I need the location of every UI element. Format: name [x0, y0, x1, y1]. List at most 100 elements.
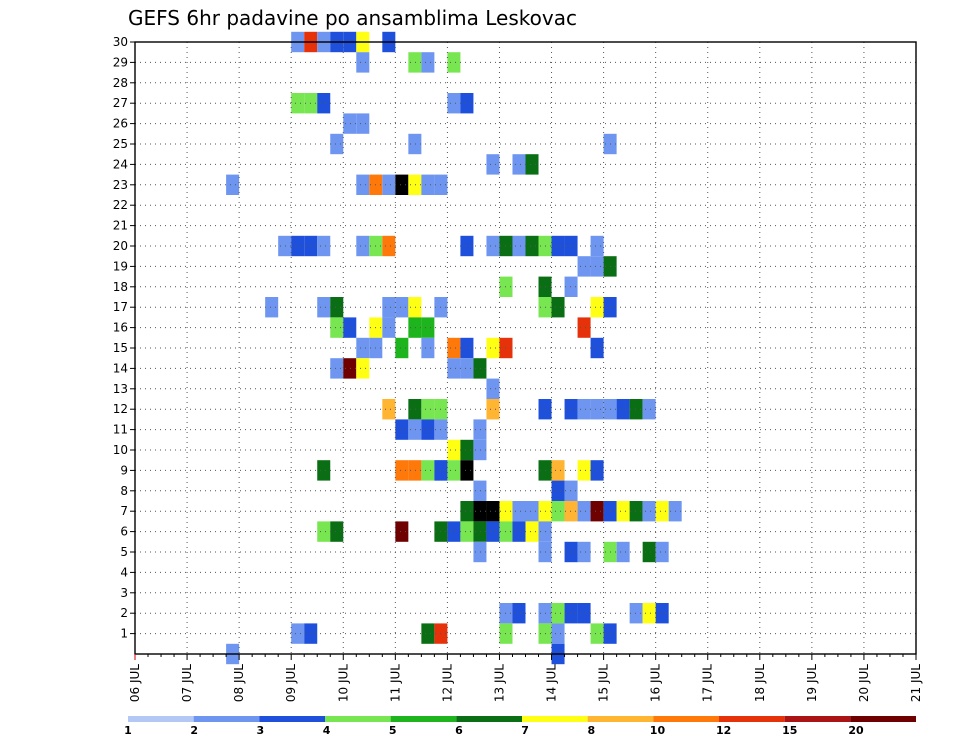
precip-cell: [291, 235, 305, 257]
precip-cell: [395, 337, 409, 359]
precip-cell: [460, 235, 474, 257]
colorbar-swatch: [325, 716, 391, 722]
precip-cell: [486, 521, 500, 542]
x-tick-label: 10 JUL: [336, 664, 350, 702]
precip-cell: [473, 501, 487, 522]
y-tick-label: 9: [120, 463, 128, 477]
colorbar-label: 10: [650, 724, 666, 737]
precip-cell: [356, 113, 370, 134]
precip-cell: [512, 521, 526, 542]
precip-cell: [317, 460, 331, 481]
colorbar-label: 15: [782, 724, 797, 737]
x-tick-label: 09 JUL: [284, 664, 298, 702]
colorbar-swatch: [784, 716, 851, 722]
precip-cell: [408, 399, 422, 420]
precip-cell: [408, 52, 422, 73]
precip-cell: [577, 317, 591, 338]
precip-cell: [512, 235, 526, 257]
precip-cell: [551, 623, 565, 644]
y-tick-label: 20: [113, 239, 128, 253]
y-tick-label: 7: [120, 504, 128, 518]
colorbar-label: 4: [323, 724, 331, 737]
precip-cell: [447, 439, 461, 461]
y-tick-label: 30: [113, 35, 128, 49]
precip-cell: [642, 399, 656, 420]
colorbar-label: 20: [848, 724, 864, 737]
y-tick-label: 4: [120, 565, 128, 579]
precip-cell: [447, 52, 461, 73]
precip-cell: [590, 501, 604, 522]
precip-cell: [343, 113, 357, 134]
colorbar-label: 1: [124, 724, 132, 737]
precip-cell: [551, 297, 565, 318]
precip-cell: [460, 337, 474, 359]
precip-cell: [564, 603, 578, 624]
colorbar-label: 7: [521, 724, 529, 737]
precip-cell: [590, 460, 604, 481]
y-tick-label: 29: [113, 55, 128, 69]
precip-cell: [356, 337, 370, 359]
precip-cell: [486, 399, 500, 420]
precip-cell: [317, 235, 331, 257]
x-tick-label: 17 JUL: [701, 664, 715, 702]
precip-cell: [551, 501, 565, 522]
precip-cell: [408, 297, 422, 318]
precip-cell: [356, 174, 370, 195]
precip-cell: [408, 133, 422, 155]
precip-cell: [382, 235, 396, 257]
colorbar-swatch: [850, 716, 916, 722]
y-tick-label: 21: [113, 219, 128, 233]
precip-cell: [317, 93, 331, 114]
y-tick-label: 24: [113, 157, 128, 171]
precip-cell: [473, 521, 487, 542]
x-tick-label: 18 JUL: [753, 664, 767, 702]
colorbar-swatch: [193, 716, 260, 722]
y-tick-label: 28: [113, 76, 128, 90]
y-tick-label: 8: [120, 484, 128, 498]
precip-cell: [421, 399, 435, 420]
precip-cell: [408, 174, 422, 195]
x-tick-label: 06 JUL: [128, 664, 142, 702]
precip-cell: [421, 623, 435, 644]
precip-cell: [421, 337, 435, 359]
x-axis: 06 JUL 07 JUL 08 JUL 09 JUL 10 JUL 11 JUL 12 J…: [128, 654, 923, 702]
precip-cell: [447, 337, 461, 359]
precip-cell: [447, 358, 461, 379]
x-tick-label: 20 JUL: [857, 664, 871, 702]
precip-cell: [265, 297, 279, 318]
precip-cell: [473, 419, 487, 440]
precip-cell: [590, 235, 604, 257]
colorbar-swatch: [587, 716, 654, 722]
precip-cell: [356, 235, 370, 257]
precip-cells: [226, 31, 682, 665]
precip-cell: [447, 460, 461, 481]
precip-cell: [278, 235, 292, 257]
precip-cell: [525, 154, 539, 175]
y-tick-label: 2: [120, 606, 128, 620]
precip-cell: [421, 419, 435, 440]
y-tick-label: 25: [113, 137, 128, 151]
precip-cell: [447, 521, 461, 542]
precip-cell: [447, 93, 461, 114]
precip-cell: [616, 399, 630, 420]
precip-cell: [564, 276, 578, 297]
precip-cell: [655, 541, 669, 563]
y-tick-label: 27: [113, 96, 128, 110]
precip-cell: [629, 399, 643, 420]
precip-cell: [590, 256, 604, 277]
y-tick-label: 14: [113, 361, 128, 375]
precip-cell: [330, 317, 344, 338]
precip-cell: [642, 501, 656, 522]
x-tick-label: 16 JUL: [649, 664, 663, 702]
y-tick-label: 18: [113, 280, 128, 294]
y-tick-label: 19: [113, 259, 128, 273]
colorbar-swatch: [128, 716, 194, 722]
precip-cell: [395, 521, 409, 542]
precip-cell: [577, 460, 591, 481]
precip-cell: [382, 317, 396, 338]
y-tick-label: 17: [113, 300, 128, 314]
y-tick-label: 1: [120, 627, 128, 641]
colorbar-swatch: [259, 716, 325, 722]
y-tick-label: 22: [113, 198, 128, 212]
precip-cell: [564, 541, 578, 563]
